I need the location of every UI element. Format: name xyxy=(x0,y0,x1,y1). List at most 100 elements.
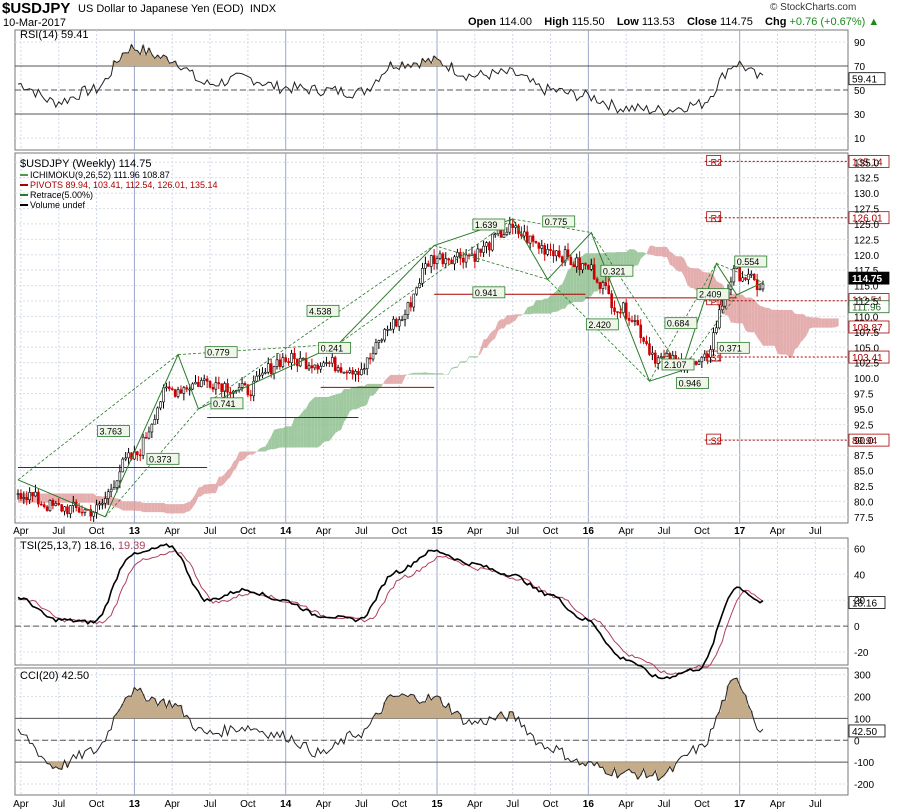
candle-body xyxy=(601,282,605,289)
ichimoku-cloud-segment xyxy=(175,504,179,514)
ichimoku-cloud-segment xyxy=(288,426,292,448)
ichimoku-cloud-segment xyxy=(221,474,225,486)
ichimoku-cloud-segment xyxy=(477,347,481,358)
ichimoku-cloud-segment xyxy=(410,372,414,375)
ichimoku-cloud-segment xyxy=(489,331,493,344)
time-axis-label: Oct xyxy=(543,526,559,537)
candle-body xyxy=(339,367,343,373)
candle-body xyxy=(37,491,40,505)
candle-body xyxy=(464,254,468,263)
candle-body xyxy=(240,383,244,388)
candle-body xyxy=(156,407,159,420)
candle-body xyxy=(374,342,378,354)
ichimoku-cloud-segment xyxy=(311,396,315,448)
ichimoku-cloud-segment xyxy=(84,493,88,503)
candle-body xyxy=(409,302,413,308)
retrace-label-box xyxy=(734,255,768,268)
candle-body xyxy=(197,381,200,387)
candle-body xyxy=(69,505,72,515)
ichimoku-cloud-segment xyxy=(544,298,548,314)
candle-body xyxy=(750,273,753,276)
tsi-tick-label: 20 xyxy=(854,596,866,607)
ichimoku-cloud-segment xyxy=(538,300,542,314)
retrace-label: 1.639 xyxy=(475,220,498,230)
cci-value-label: 42.50 xyxy=(852,727,877,738)
ichimoku-cloud-segment xyxy=(754,299,758,338)
candle-body xyxy=(287,361,290,364)
retrace-label-box xyxy=(210,397,244,410)
time-axis-label: 17 xyxy=(734,526,746,537)
time-axis-label: Jul xyxy=(658,799,671,810)
candle-body xyxy=(328,362,331,364)
candle-body xyxy=(572,264,576,268)
candle-body xyxy=(595,278,599,283)
retrace-label: 0.373 xyxy=(149,454,172,464)
candle-body xyxy=(653,352,657,364)
ichimoku-cloud-segment xyxy=(172,504,176,514)
time-axis-label: Oct xyxy=(391,526,407,537)
candle-body xyxy=(656,357,660,364)
time-axis-label: 14 xyxy=(280,526,292,537)
candle-body xyxy=(365,357,369,369)
cci-title: CCI(20) 42.50 xyxy=(20,670,89,682)
candle-body xyxy=(202,378,206,381)
ichimoku-cloud-segment xyxy=(809,316,813,329)
candle-body xyxy=(51,500,55,506)
price-tick-label: 135.0 xyxy=(854,158,879,169)
candle-body xyxy=(316,364,320,370)
candle-body xyxy=(610,293,613,309)
ichimoku-cloud-segment xyxy=(445,373,449,376)
candle-body xyxy=(290,353,293,364)
ichimoku-cloud-segment xyxy=(361,385,365,407)
price-value-tag xyxy=(848,350,890,364)
tsi-title: TSI(25,13,7) 18.16, 19.39 xyxy=(20,540,145,552)
legend-label: Retrace(5.00%) xyxy=(30,190,93,200)
ichimoku-cloud-segment xyxy=(774,309,778,354)
ichimoku-cloud-segment xyxy=(367,383,371,405)
candle-body xyxy=(700,356,704,363)
ichimoku-cloud-segment xyxy=(67,493,71,503)
pivot-label: R2 xyxy=(711,157,723,167)
candle-body xyxy=(380,339,384,342)
candle-body xyxy=(342,371,346,374)
candle-body xyxy=(281,357,285,367)
candle-body xyxy=(549,249,552,251)
ichimoku-cloud-segment xyxy=(681,256,685,277)
ichimoku-cloud-segment xyxy=(483,338,487,348)
candle-body xyxy=(336,367,340,372)
ichimoku-cloud-segment xyxy=(562,277,566,309)
ichimoku-cloud-segment xyxy=(114,498,117,508)
ichimoku-cloud-segment xyxy=(375,383,379,393)
ichimoku-cloud-segment xyxy=(381,380,385,387)
tsi-tick-label: -20 xyxy=(854,648,869,659)
pivot-label-box xyxy=(706,154,722,166)
candle-body xyxy=(243,383,247,386)
candle-body xyxy=(587,264,590,270)
ichimoku-cloud-segment xyxy=(268,436,272,451)
price-value-tag xyxy=(848,154,890,168)
candle-body xyxy=(150,423,154,433)
retrace-label-box xyxy=(306,304,340,317)
ichimoku-cloud-segment xyxy=(585,253,589,300)
candle-body xyxy=(182,387,186,394)
candle-body xyxy=(720,305,724,311)
retrace-label: 0.779 xyxy=(207,348,230,358)
rsi-tick-label: 70 xyxy=(854,62,866,73)
tsi-tick-label: 60 xyxy=(854,544,866,555)
ichimoku-cloud-segment xyxy=(794,313,798,350)
price-tick-label: 100.0 xyxy=(854,374,879,385)
price-tick-label: 77.5 xyxy=(854,513,874,524)
candle-body xyxy=(333,357,337,372)
candle-body xyxy=(383,329,386,341)
time-axis-label: Jul xyxy=(809,526,822,537)
cci-tick-label: -100 xyxy=(854,758,874,769)
ichimoku-cloud-segment xyxy=(527,306,531,315)
tsi-value-label: 18.16 xyxy=(852,599,877,610)
candle-body xyxy=(106,491,110,499)
ichimoku-cloud-segment xyxy=(189,498,193,512)
ichimoku-cloud-segment xyxy=(457,361,461,368)
candle-body xyxy=(351,370,354,375)
ichimoku-cloud-segment xyxy=(224,470,228,484)
retrace-label-box xyxy=(97,425,130,437)
candle-body xyxy=(208,380,212,388)
